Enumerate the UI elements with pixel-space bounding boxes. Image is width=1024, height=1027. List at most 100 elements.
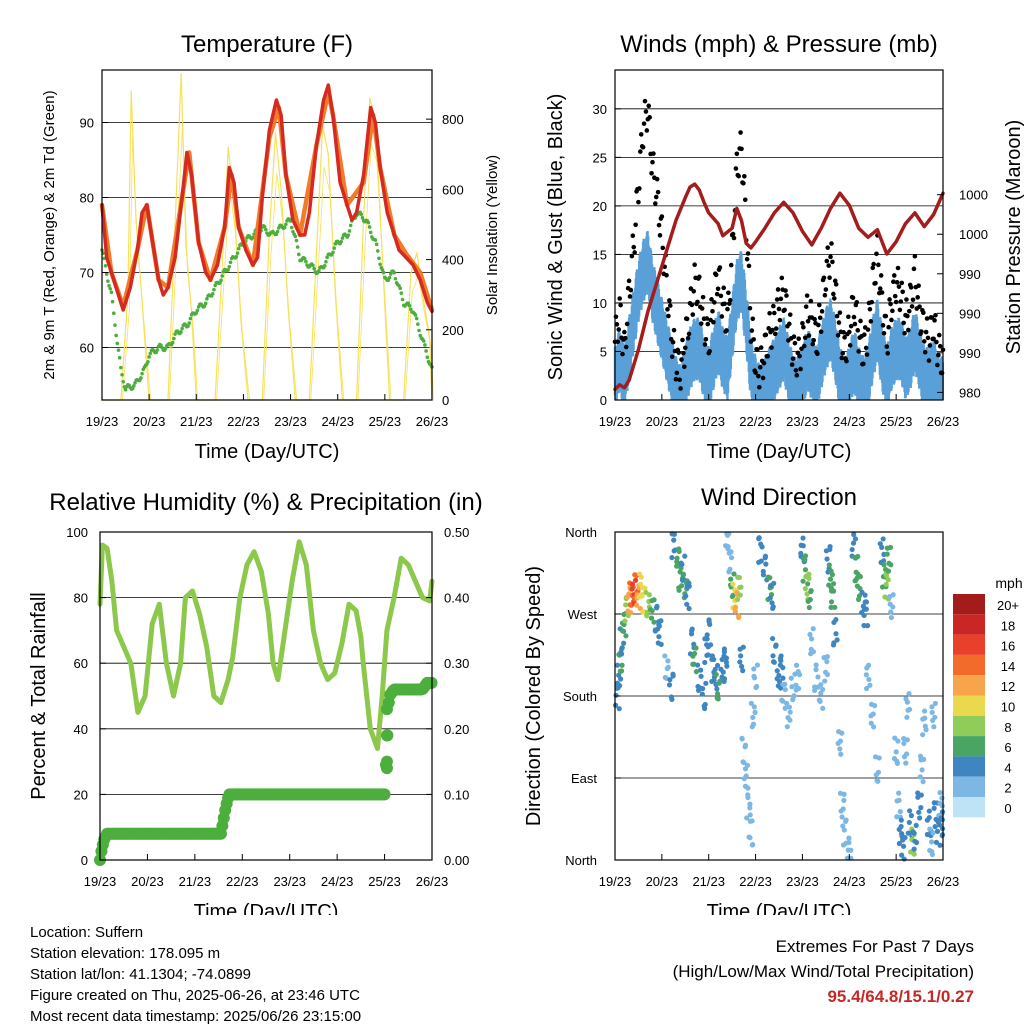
direction-point [790, 697, 796, 703]
direction-point [798, 542, 804, 548]
gust-point [755, 347, 760, 352]
direction-point [648, 615, 655, 621]
dewpoint-point [172, 336, 176, 341]
gust-point [722, 301, 727, 307]
dewpoint-point [234, 254, 239, 259]
temperature-y-label: 2m & 9m T (Red, Orange) & 2m Td (Green) [41, 90, 58, 379]
direction-point [670, 671, 676, 677]
dewpoint-point [203, 301, 208, 306]
direction-point [926, 814, 932, 821]
direction-point [780, 665, 786, 671]
temperature-plot-frame [101, 69, 433, 401]
gust-point [925, 335, 931, 341]
gust-point [670, 339, 676, 345]
gust-point [680, 337, 685, 343]
relative-humidity-line [97, 539, 435, 751]
direction-point [671, 537, 677, 543]
gust-point [883, 313, 889, 319]
gust-point [915, 295, 920, 300]
dewpoint-point [311, 263, 315, 268]
direction-point [876, 755, 882, 761]
direction-point [665, 658, 671, 664]
legend-swatch [953, 756, 985, 777]
direction-point [744, 815, 750, 821]
solar-y-label: Solar Insolation (Yellow) [484, 155, 501, 315]
direction-point [613, 702, 619, 708]
direction-point [743, 742, 749, 748]
gust-point [873, 280, 878, 286]
gust-point [614, 322, 620, 327]
gust-point [753, 370, 758, 375]
direction-point [783, 700, 790, 706]
gust-point [806, 333, 812, 338]
direction-xtick-label: 23/23 [786, 874, 819, 889]
direction-point [881, 562, 887, 568]
direction-point [915, 790, 921, 796]
gust-point [624, 321, 630, 327]
direction-point [724, 663, 730, 669]
wind-direction-title: Wind Direction [701, 484, 857, 511]
direction-point [845, 847, 851, 853]
direction-point [763, 561, 769, 567]
gust-point [787, 321, 792, 327]
direction-point [922, 723, 928, 729]
dewpoint-point [108, 287, 113, 291]
gust-point [884, 344, 890, 349]
gust-point [889, 317, 894, 323]
direction-point [891, 755, 898, 762]
winds-xtick-label: 23/23 [786, 414, 819, 429]
dewpoint-point [346, 233, 351, 237]
direction-point [703, 680, 709, 686]
gust-point [638, 149, 643, 154]
gust-point [870, 265, 876, 271]
gust-point [613, 314, 619, 320]
wind-direction-panel: Wind Direction North East South West North 1… [523, 484, 1023, 923]
dewpoint-point [368, 230, 373, 235]
2m-temperature-line [100, 83, 434, 314]
direction-point [632, 572, 638, 578]
gust-point [623, 335, 628, 341]
gust-point [736, 173, 742, 179]
dewpoint-point [195, 308, 200, 313]
legend-swatch [953, 634, 985, 655]
gust-point [766, 326, 771, 331]
dewpoint-point [117, 355, 122, 360]
gust-point [750, 316, 756, 322]
legend-swatch [953, 675, 985, 696]
solar-ytick-label: 400 [442, 253, 464, 268]
direction-point [726, 569, 732, 575]
pressure-ytick-label: 990 [959, 267, 981, 282]
gust-point [798, 366, 803, 372]
dewpoint-point [155, 348, 160, 352]
dewpoint-point [392, 270, 397, 275]
direction-point [740, 668, 746, 674]
gust-point [765, 354, 771, 359]
gust-point [684, 316, 690, 322]
direction-ticks: North East South West North [563, 525, 621, 868]
gust-point [692, 262, 697, 268]
dewpoint-point [374, 242, 379, 247]
gust-point [730, 231, 736, 237]
direction-point [905, 830, 911, 836]
dewpoint-point [132, 384, 136, 388]
direction-point [778, 653, 784, 659]
solar-ytick-label: 0 [442, 393, 449, 408]
direction-point [786, 704, 793, 710]
created-text: Figure created on Thu, 2025-06-26, at 23… [30, 987, 360, 1004]
gust-point [935, 362, 940, 368]
dewpoint-point [347, 229, 352, 233]
gust-point [828, 254, 833, 260]
gust-point [646, 103, 652, 109]
gust-point [757, 384, 762, 390]
wind-ytick-label: 15 [593, 247, 607, 262]
gust-point [700, 294, 706, 300]
dewpoint-point [104, 272, 109, 276]
gust-point [717, 265, 723, 270]
gust-point [867, 306, 873, 312]
dewpoint-point [236, 246, 241, 251]
temperature-xtick-label: 20/23 [133, 414, 166, 429]
direction-point [713, 671, 719, 678]
dewpoint-point [377, 256, 381, 261]
direction-point [827, 546, 833, 553]
pressure-ytick-label: 1000 [959, 227, 988, 242]
